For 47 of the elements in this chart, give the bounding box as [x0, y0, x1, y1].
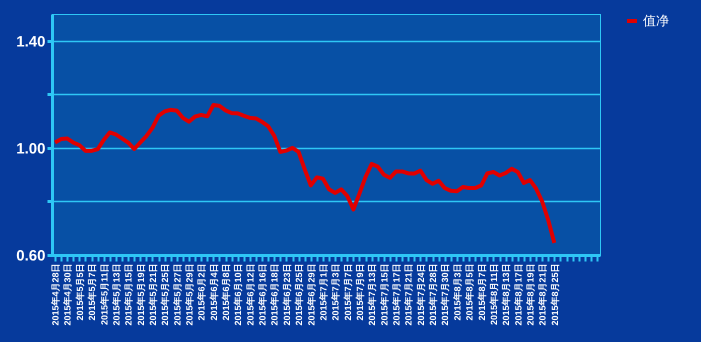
x-tick-label: 2015年6月23日 — [282, 264, 292, 326]
x-tick-label: 2015年7月17日 — [392, 264, 402, 326]
x-tick-label: 2015年8月25日 — [550, 264, 560, 326]
x-tick-label: 2015年5月27日 — [172, 264, 182, 326]
x-tick-label: 2015年7月3日 — [330, 264, 341, 321]
x-tick-label: 2015年5月5日 — [74, 264, 85, 321]
x-tick-label: 2015年7月24日 — [416, 264, 426, 326]
x-tick-label: 2015年6月29日 — [306, 264, 316, 326]
x-tick-label: 2015年8月7日 — [476, 264, 487, 321]
line-series — [53, 103, 556, 245]
x-tick-label: 2015年7月28日 — [428, 264, 438, 326]
x-tick-label: 2015年6月2日 — [196, 264, 207, 321]
x-tick-label: 2015年5月29日 — [184, 264, 194, 326]
x-tick-label: 2015年6月10日 — [233, 264, 244, 326]
x-tick-label: 2015年6月4日 — [208, 264, 219, 321]
x-tick-label: 2015年5月21日 — [148, 264, 158, 326]
x-tick-label: 2015年6月12日 — [245, 264, 256, 326]
x-tick-label: 2015年8月11日 — [488, 264, 499, 326]
x-tick-label: 2015年8月13日 — [501, 264, 512, 326]
y-tick-label: 1.00 — [16, 140, 46, 158]
x-tick-label: 2015年4月28日 — [50, 264, 61, 326]
x-tick-label: 2015年6月8日 — [221, 264, 232, 321]
x-tick-label: 2015年7月9日 — [354, 264, 365, 321]
x-tick-label: 2015年5月7日 — [87, 264, 98, 321]
x-tick-label: 2015年6月18日 — [270, 264, 280, 326]
x-tick-label: 2015年5月11日 — [99, 264, 110, 326]
x-tick-label: 2015年5月19日 — [136, 264, 146, 326]
x-tick-label: 2015年7月15日 — [379, 264, 390, 326]
x-tick-label: 2015年8月19日 — [525, 264, 536, 326]
x-tick-label: 2015年8月17日 — [513, 264, 524, 326]
x-tick-label: 2015年7月13日 — [367, 264, 378, 326]
x-tick-label: 2015年7月21日 — [404, 264, 414, 326]
x-tick-label: 2015年6月16日 — [258, 264, 268, 326]
x-tick-label: 2015年6月25日 — [294, 264, 304, 326]
x-tick-label: 2015年5月15日 — [124, 264, 134, 326]
x-tick-label: 2015年7月1日 — [318, 264, 328, 321]
x-tick-label: 2015年5月13日 — [111, 264, 122, 326]
x-tick-label: 2015年8月3日 — [452, 264, 462, 321]
x-tick-label: 2015年7月30日 — [440, 264, 450, 326]
x-tick-label: 2015年4月30日 — [62, 264, 73, 326]
y-tick-label: 1.40 — [16, 33, 46, 50]
x-tick-label: 2015年8月5日 — [464, 264, 475, 321]
x-tick-label: 2015年8月21日 — [538, 264, 548, 326]
y-tick-label: 0.60 — [16, 248, 46, 264]
x-tick-label: 2015年7月7日 — [342, 264, 353, 321]
legend-label: 值净 — [643, 13, 669, 28]
x-tick-label: 2015年5月25日 — [160, 264, 170, 326]
